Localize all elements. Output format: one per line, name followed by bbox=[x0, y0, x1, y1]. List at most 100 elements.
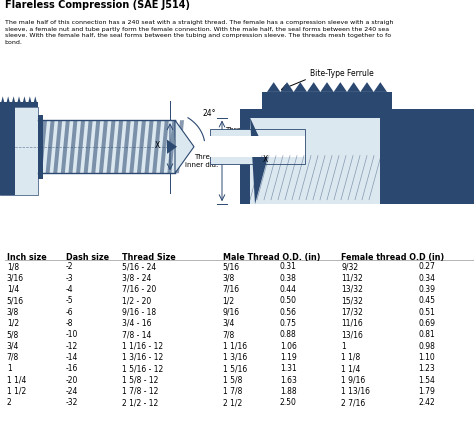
Text: 9/32: 9/32 bbox=[341, 262, 358, 271]
Text: Female thread O.D (in): Female thread O.D (in) bbox=[341, 253, 445, 262]
Text: Flareless Compression (SAE J514): Flareless Compression (SAE J514) bbox=[5, 0, 190, 10]
Text: -8: -8 bbox=[66, 319, 73, 328]
Polygon shape bbox=[374, 82, 387, 92]
Text: 1 1/16: 1 1/16 bbox=[222, 341, 246, 351]
Text: 3/8 - 24: 3/8 - 24 bbox=[121, 274, 151, 282]
Polygon shape bbox=[46, 120, 55, 173]
Text: 5/16: 5/16 bbox=[7, 296, 24, 305]
Text: 1.63: 1.63 bbox=[280, 376, 297, 385]
Text: 7/8: 7/8 bbox=[7, 353, 19, 362]
Text: 1 1/2: 1 1/2 bbox=[7, 387, 26, 396]
Polygon shape bbox=[68, 120, 77, 173]
Bar bbox=[380, 117, 474, 204]
Bar bbox=[0, 107, 15, 195]
Text: 3/8: 3/8 bbox=[7, 308, 19, 317]
Bar bbox=[240, 117, 250, 204]
Text: 1/8: 1/8 bbox=[7, 262, 19, 271]
Text: -4: -4 bbox=[66, 285, 74, 294]
Text: 0.31: 0.31 bbox=[280, 262, 297, 271]
Text: 3/8: 3/8 bbox=[222, 274, 235, 282]
Bar bbox=[240, 117, 380, 204]
Text: 0.27: 0.27 bbox=[419, 262, 436, 271]
Text: 2 1/2: 2 1/2 bbox=[222, 398, 242, 407]
Polygon shape bbox=[167, 120, 176, 173]
Text: 1: 1 bbox=[7, 364, 11, 373]
Text: 1/2: 1/2 bbox=[7, 319, 19, 328]
Text: 24°: 24° bbox=[203, 109, 217, 118]
Text: 0.75: 0.75 bbox=[280, 319, 297, 328]
Text: 0.88: 0.88 bbox=[280, 330, 297, 339]
Text: 0.44: 0.44 bbox=[280, 285, 297, 294]
Text: 1.06: 1.06 bbox=[280, 341, 297, 351]
Text: 1 5/16 - 12: 1 5/16 - 12 bbox=[121, 364, 163, 373]
Text: -6: -6 bbox=[66, 308, 74, 317]
Polygon shape bbox=[16, 96, 22, 107]
Polygon shape bbox=[122, 120, 131, 173]
Text: -12: -12 bbox=[66, 341, 78, 351]
Text: Thread
inner dia.: Thread inner dia. bbox=[185, 154, 218, 168]
Text: Male Thread O.D. (in): Male Thread O.D. (in) bbox=[222, 253, 320, 262]
Text: Thread Size: Thread Size bbox=[121, 253, 175, 262]
Polygon shape bbox=[360, 82, 374, 92]
Text: 5/16 - 24: 5/16 - 24 bbox=[121, 262, 156, 271]
Text: 0.69: 0.69 bbox=[419, 319, 436, 328]
Text: 1.79: 1.79 bbox=[419, 387, 436, 396]
Polygon shape bbox=[0, 96, 5, 107]
Text: 3/4: 3/4 bbox=[222, 319, 235, 328]
Text: 3/4: 3/4 bbox=[7, 341, 19, 351]
Text: 3/4 - 16: 3/4 - 16 bbox=[121, 319, 151, 328]
Text: 1 3/16 - 12: 1 3/16 - 12 bbox=[121, 353, 163, 362]
Text: 1.54: 1.54 bbox=[419, 376, 436, 385]
Text: 1.88: 1.88 bbox=[280, 387, 297, 396]
Text: 1 1/4: 1 1/4 bbox=[341, 364, 361, 373]
Polygon shape bbox=[27, 96, 33, 107]
Text: 0.38: 0.38 bbox=[280, 274, 297, 282]
Text: 9/16: 9/16 bbox=[222, 308, 240, 317]
Text: 1 1/8: 1 1/8 bbox=[341, 353, 361, 362]
Text: 1 1/16 - 12: 1 1/16 - 12 bbox=[121, 341, 163, 351]
Text: 0.34: 0.34 bbox=[419, 274, 436, 282]
Text: 0.50: 0.50 bbox=[280, 296, 297, 305]
Polygon shape bbox=[175, 120, 194, 173]
Polygon shape bbox=[91, 120, 100, 173]
Polygon shape bbox=[129, 120, 138, 173]
Bar bbox=[240, 109, 474, 117]
Text: -32: -32 bbox=[66, 398, 79, 407]
Bar bbox=[262, 92, 392, 112]
Polygon shape bbox=[107, 120, 116, 173]
Text: Bite-Type Ferrule: Bite-Type Ferrule bbox=[310, 69, 374, 78]
Polygon shape bbox=[175, 120, 184, 173]
Polygon shape bbox=[145, 120, 154, 173]
Polygon shape bbox=[307, 82, 320, 92]
Text: 5/8: 5/8 bbox=[7, 330, 19, 339]
Text: The male half of this connection has a 240 seat with a straight thread. The fema: The male half of this connection has a 2… bbox=[5, 20, 393, 45]
Text: X: X bbox=[263, 155, 268, 164]
Text: 1 3/16: 1 3/16 bbox=[222, 353, 247, 362]
Polygon shape bbox=[11, 96, 16, 107]
Text: 1.19: 1.19 bbox=[280, 353, 297, 362]
Text: 2 7/16: 2 7/16 bbox=[341, 398, 365, 407]
Text: -14: -14 bbox=[66, 353, 79, 362]
Text: -10: -10 bbox=[66, 330, 79, 339]
Text: 7/16: 7/16 bbox=[222, 285, 240, 294]
Text: 9/16 - 18: 9/16 - 18 bbox=[121, 308, 155, 317]
Text: Inch size: Inch size bbox=[7, 253, 46, 262]
Text: 0.39: 0.39 bbox=[419, 285, 436, 294]
Text: 1 1/4: 1 1/4 bbox=[7, 376, 26, 385]
Text: 7/16 - 20: 7/16 - 20 bbox=[121, 285, 156, 294]
Polygon shape bbox=[267, 82, 280, 92]
Polygon shape bbox=[250, 117, 268, 204]
Text: 2.42: 2.42 bbox=[419, 398, 435, 407]
Text: 1 9/16: 1 9/16 bbox=[341, 376, 365, 385]
Bar bbox=[38, 115, 43, 179]
Bar bbox=[210, 129, 305, 165]
Polygon shape bbox=[152, 120, 161, 173]
Polygon shape bbox=[61, 120, 70, 173]
Text: -24: -24 bbox=[66, 387, 79, 396]
Bar bbox=[0, 107, 38, 195]
Text: 1.31: 1.31 bbox=[280, 364, 297, 373]
Polygon shape bbox=[76, 120, 85, 173]
Text: 3/16: 3/16 bbox=[7, 274, 24, 282]
Text: -3: -3 bbox=[66, 274, 74, 282]
Text: 1/2: 1/2 bbox=[222, 296, 235, 305]
